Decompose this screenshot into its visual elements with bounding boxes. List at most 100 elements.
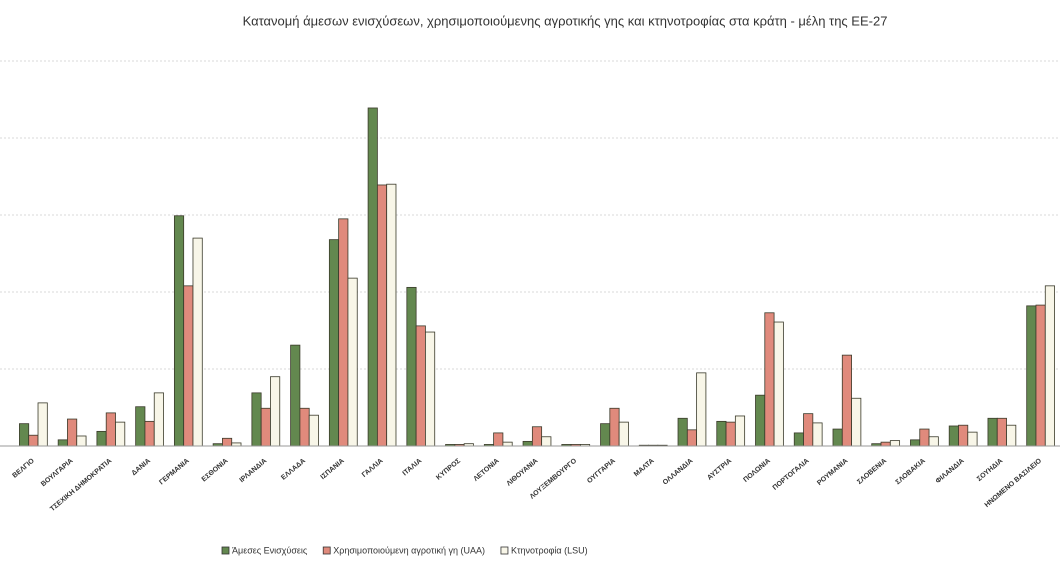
legend-swatch xyxy=(221,546,230,555)
bar xyxy=(841,354,852,447)
bar xyxy=(522,440,533,447)
x-tick-label: ΛΙΘΟΥΑΝΙΑ xyxy=(506,458,540,488)
bar xyxy=(851,397,862,447)
bar xyxy=(367,107,378,447)
bar xyxy=(832,428,843,447)
bar xyxy=(493,432,504,447)
bar xyxy=(96,430,107,447)
bar xyxy=(376,184,388,447)
bar xyxy=(677,417,688,447)
x-tick-label: ΜΑΛΤΑ xyxy=(633,458,656,479)
bar xyxy=(425,331,436,447)
bar xyxy=(260,407,271,447)
bar xyxy=(716,420,727,447)
bar xyxy=(251,392,262,447)
bar xyxy=(135,406,146,447)
bar xyxy=(183,285,194,447)
bar xyxy=(347,277,358,447)
x-tick-label: ΒΟΥΛΓΑΡΙΑ xyxy=(40,458,75,489)
bar xyxy=(222,437,233,447)
x-tick-label: ΔΑΝΙΑ xyxy=(131,458,152,478)
x-tick-label: ΕΣΘΟΝΙΑ xyxy=(201,458,230,484)
legend-label: Χρησιμοποιούμενη αγροτική γη (UAA) xyxy=(333,545,485,555)
bar xyxy=(290,344,301,447)
bar xyxy=(28,434,39,447)
bar xyxy=(541,436,552,447)
bar xyxy=(880,441,891,447)
x-tick-label: ΣΟΥΗΔΙΑ xyxy=(976,458,1004,483)
bar xyxy=(967,431,978,447)
x-tick-label: ΠΟΛΩΝΙΑ xyxy=(742,458,772,484)
bar xyxy=(153,392,164,447)
chart-title: Κατανομή άμεσων ενισχύσεων, χρησιμοποιού… xyxy=(243,13,888,28)
bar xyxy=(37,402,48,447)
bar xyxy=(609,407,620,447)
bar xyxy=(773,321,784,447)
x-tick-label: ΚΥΠΡΟΣ xyxy=(435,458,462,482)
bar xyxy=(734,415,746,447)
bar xyxy=(803,413,814,447)
bar xyxy=(600,423,611,447)
bar xyxy=(192,237,203,447)
x-tick-label: ΡΟΥΜΑΝΙΑ xyxy=(816,458,849,487)
bar xyxy=(173,215,185,447)
x-tick-label: ΑΥΣΤΡΙΑ xyxy=(706,458,733,482)
bar xyxy=(270,376,281,447)
x-tick-label: ΙΡΛΑΝΔΙΑ xyxy=(239,458,269,485)
bar xyxy=(1044,285,1055,447)
bar xyxy=(57,439,68,447)
bar xyxy=(793,432,804,447)
bar xyxy=(308,414,319,447)
x-tick-label: ΣΛΟΒΑΚΙΑ xyxy=(895,458,927,487)
bar xyxy=(144,420,155,447)
bar xyxy=(105,412,116,447)
x-tick-label: ΠΟΡΤΟΓΑΛΙΑ xyxy=(772,458,811,492)
x-tick-label: ΦΙΛΑΝΔΙΑ xyxy=(935,458,966,486)
legend-label: Άμεσες Ενισχύσεις xyxy=(232,545,308,555)
x-tick-label: ΙΣΠΑΝΙΑ xyxy=(320,458,346,482)
bar xyxy=(948,425,959,447)
x-tick-label: ΣΛΟΒΕΝΙΑ xyxy=(856,458,888,486)
bar xyxy=(1035,304,1046,447)
legend-label: Κτηνοτροφία (LSU) xyxy=(511,545,588,555)
x-tick-label: ΒΕΛΓΙΟ xyxy=(11,457,36,479)
bar xyxy=(406,286,417,447)
bar xyxy=(386,183,397,447)
bar xyxy=(996,417,1007,447)
x-tick-label: ΟΥΓΓΑΡΙΑ xyxy=(586,458,617,485)
bar xyxy=(755,394,766,447)
bar xyxy=(115,421,126,447)
x-tick-label: ΙΤΑΛΙΑ xyxy=(402,458,424,478)
bar xyxy=(1006,424,1017,447)
bar xyxy=(686,429,698,447)
bar xyxy=(725,421,736,447)
bar xyxy=(19,423,30,447)
bar xyxy=(618,421,629,447)
bar xyxy=(299,407,310,447)
bar xyxy=(1026,305,1037,447)
bar xyxy=(328,239,340,447)
bar xyxy=(76,435,87,447)
bar xyxy=(67,418,78,447)
bar xyxy=(415,325,426,447)
x-tick-label: ΟΛΛΑΝΔΙΑ xyxy=(662,458,695,487)
bar xyxy=(764,312,775,447)
bar xyxy=(987,417,998,447)
bar xyxy=(919,428,930,447)
bar xyxy=(958,424,969,447)
bar xyxy=(928,436,939,447)
bar xyxy=(889,440,901,447)
legend-swatch xyxy=(500,546,509,555)
x-tick-label: ΛΕΤΟΝΙΑ xyxy=(472,458,500,483)
legend-swatch xyxy=(322,546,331,555)
bar xyxy=(910,439,921,447)
x-tick-label: ΕΛΛΑΔΑ xyxy=(280,458,307,482)
bar xyxy=(696,372,707,447)
bar xyxy=(502,441,513,447)
bar xyxy=(338,218,349,447)
bar xyxy=(531,426,543,447)
x-tick-label: ΓΑΛΛΙΑ xyxy=(361,458,385,479)
bar xyxy=(812,422,823,447)
x-tick-label: ΓΕΡΜΑΝΙΑ xyxy=(158,458,190,487)
